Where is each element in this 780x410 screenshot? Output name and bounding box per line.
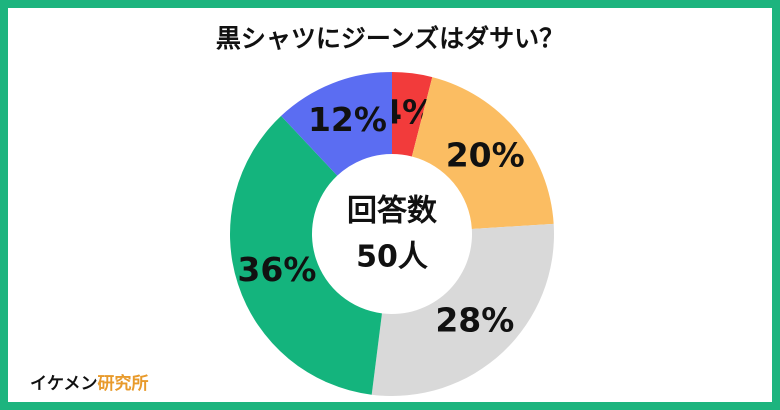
slice	[411, 77, 554, 229]
chart-title: 黒シャツにジーンズはダサい？	[216, 24, 564, 53]
slice	[230, 115, 382, 395]
value-label: 28%	[435, 301, 514, 340]
value-label: 12%	[308, 100, 387, 139]
slice	[371, 223, 554, 396]
watermark-part: イケメン	[30, 374, 98, 394]
slice	[281, 72, 392, 176]
watermark-part: 研究所	[98, 373, 149, 394]
donut: 4%20%28%36%12%	[230, 72, 554, 396]
value-label: 36%	[237, 250, 316, 289]
slice	[392, 72, 433, 157]
watermark: イケメン研究所	[30, 373, 149, 394]
center-label: 50人	[356, 240, 428, 275]
value-label: 20%	[446, 135, 525, 174]
center-label: 回答数	[347, 194, 438, 229]
